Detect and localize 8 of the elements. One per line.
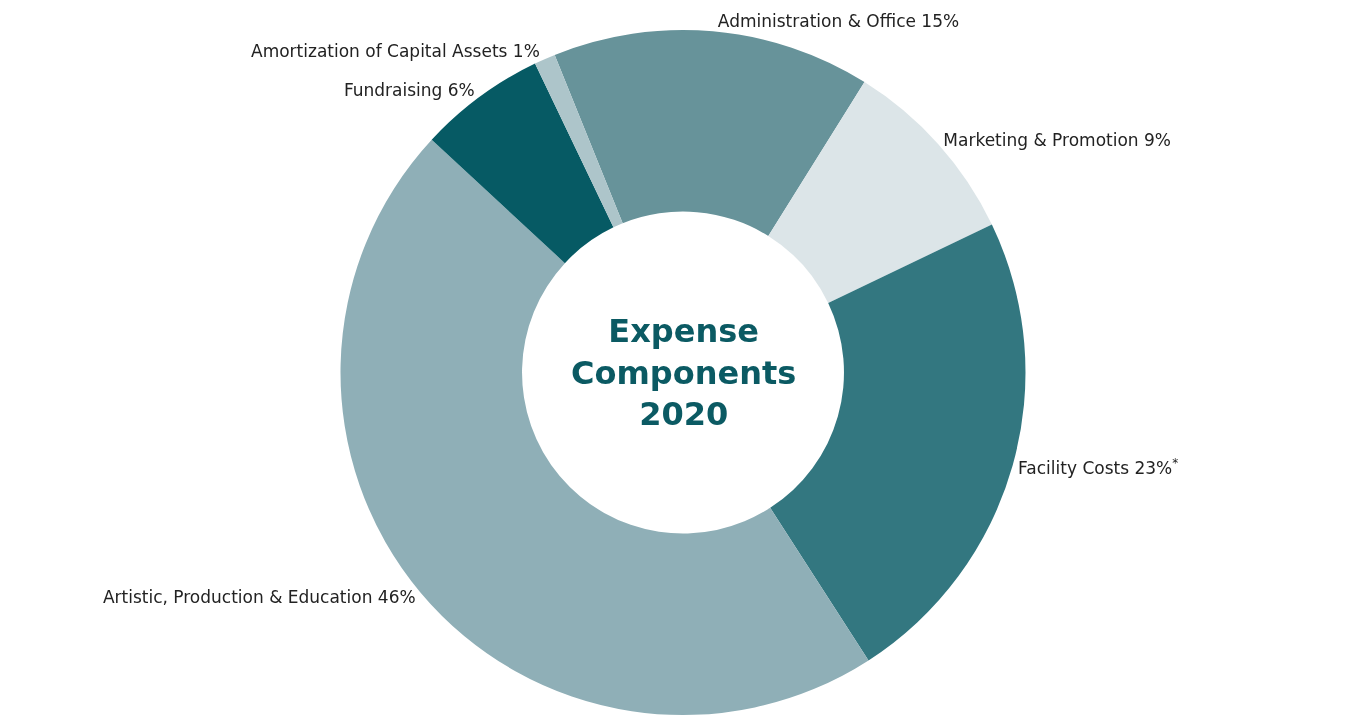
slice-label: Facility Costs 23%$^{*}$	[1018, 455, 1179, 478]
slice-label: Marketing & Promotion 9%	[943, 129, 1171, 150]
text: Expense Components 2020	[571, 312, 797, 434]
slice-label: Amortization of Capital Assets 1%	[251, 40, 540, 61]
slice-label: Administration & Office 15%	[717, 11, 960, 32]
slice-label: Fundraising 6%	[343, 80, 475, 101]
slice-label: Artistic, Production & Education 46%	[102, 586, 416, 607]
donut-slice	[554, 30, 865, 236]
